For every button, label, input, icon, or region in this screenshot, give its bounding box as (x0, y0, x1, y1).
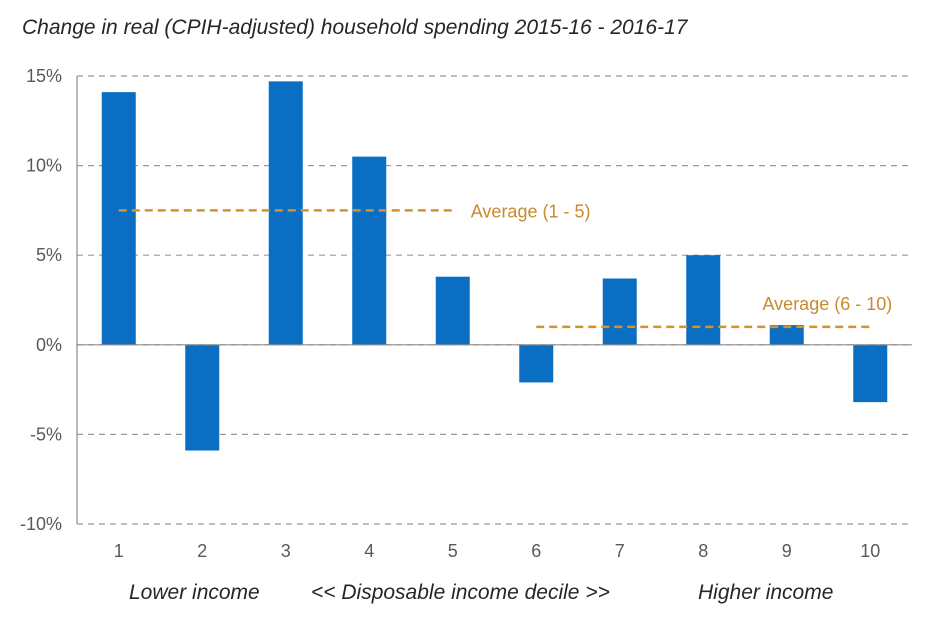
y-tick-label: 0% (36, 335, 62, 355)
bar-decile-1 (101, 92, 136, 345)
y-tick-label: -5% (30, 424, 62, 444)
bar-decile-4 (352, 156, 387, 345)
bar-decile-6 (519, 344, 554, 383)
bars (77, 81, 912, 451)
x-tick-label: 1 (114, 541, 124, 561)
average-lines: Average (1 - 5) Average (6 - 10) (118, 201, 893, 329)
x-tick-label: 3 (281, 541, 291, 561)
x-tick-label: 2 (197, 541, 207, 561)
y-tick-label: -10% (20, 514, 62, 534)
x-tick-label: 5 (448, 541, 458, 561)
bar-decile-7 (602, 278, 637, 345)
y-axis-ticks: 15% 10% 5% 0% -5% -10% (20, 66, 62, 534)
bar-decile-10 (853, 344, 888, 403)
y-tick-label: 15% (26, 66, 62, 86)
x-axis-label-left: Lower income (129, 581, 260, 604)
x-tick-label: 6 (531, 541, 541, 561)
bar-decile-2 (185, 344, 220, 451)
x-tick-label: 8 (698, 541, 708, 561)
chart-title: Change in real (CPIH-adjusted) household… (22, 16, 689, 39)
x-axis-ticks: 1 2 3 4 5 6 7 8 9 10 (114, 541, 881, 561)
bar-decile-9 (769, 325, 804, 345)
bar-decile-3 (268, 81, 303, 345)
y-tick-label: 5% (36, 245, 62, 265)
x-tick-label: 9 (782, 541, 792, 561)
x-tick-label: 4 (364, 541, 374, 561)
bar-decile-8 (686, 255, 721, 345)
average-label: Average (1 - 5) (471, 201, 591, 221)
average-label: Average (6 - 10) (763, 294, 893, 314)
x-axis-label-center: << Disposable income decile >> (311, 581, 610, 604)
bar-decile-5 (435, 276, 470, 345)
x-tick-label: 7 (615, 541, 625, 561)
y-tick-label: 10% (26, 156, 62, 176)
x-axis-label-right: Higher income (698, 581, 833, 604)
x-tick-label: 10 (860, 541, 880, 561)
